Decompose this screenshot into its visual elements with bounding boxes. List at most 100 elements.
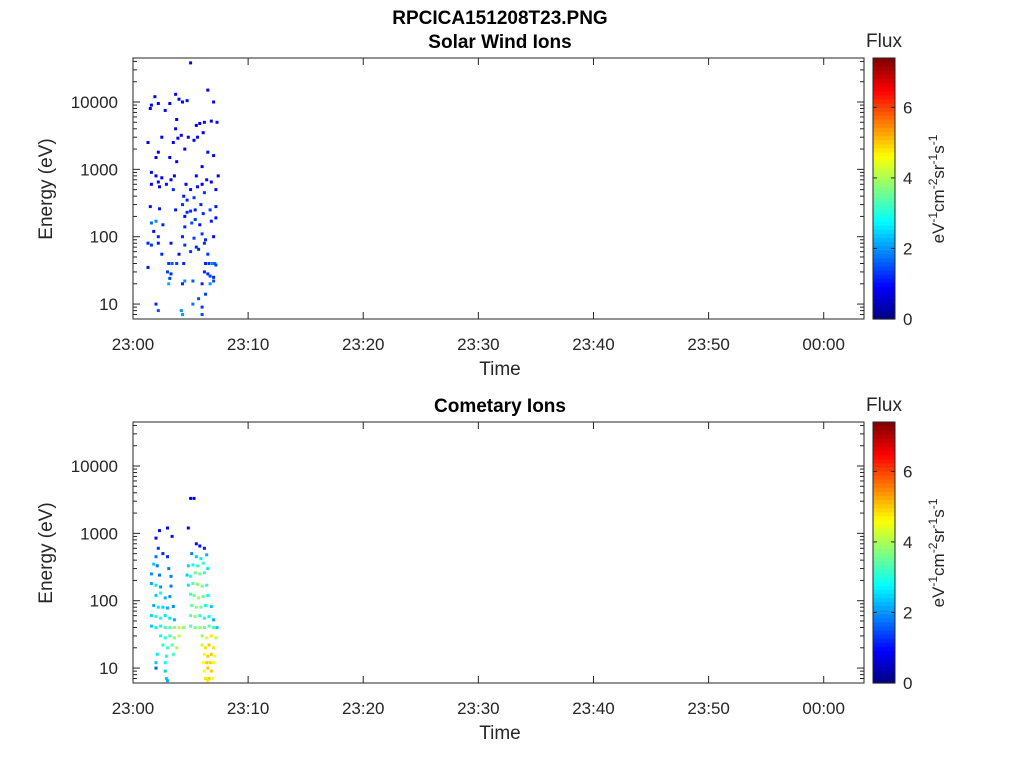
spectrogram-cell [198, 223, 202, 227]
spectrogram-cell [168, 102, 172, 105]
colorbar-swatch [873, 634, 895, 639]
figure-title: RPCICA151208T23.PNG [392, 8, 607, 29]
colorbar-swatch [873, 86, 895, 92]
spectrogram-cell [168, 626, 172, 629]
spectrogram-cell [189, 592, 193, 596]
spectrogram-cell [214, 205, 218, 209]
colorbar-swatch [873, 66, 895, 71]
colorbar-swatch [873, 462, 895, 468]
spectrogram-cell [168, 634, 172, 638]
spectrogram-cell [161, 605, 165, 609]
colorbar-swatch [873, 532, 895, 537]
spectrogram-cell [194, 605, 198, 609]
colorbar-swatch [873, 82, 895, 88]
colorbar-swatch [873, 426, 895, 431]
spectrogram-cell [149, 624, 153, 628]
colorbar-tick-label: 4 [903, 169, 912, 188]
solar-wind-x-axis-label: Time [479, 359, 521, 380]
colorbar-swatch [873, 172, 895, 177]
spectrogram-cell [199, 557, 203, 561]
spectrogram-cell [159, 591, 163, 595]
spectrogram-cell [209, 219, 213, 223]
colorbar-swatch [873, 270, 895, 275]
spectrogram-cell [191, 582, 195, 585]
colorbar-swatch [873, 576, 895, 582]
colorbar-swatch [873, 466, 895, 472]
solar-wind-ions-panel: Solar Wind Ions 23:00 23:10 23:20 23:30 23:4… [36, 31, 948, 380]
colorbar-swatch [873, 621, 895, 627]
colorbar-swatch [873, 638, 895, 643]
colorbar-swatch [873, 540, 895, 545]
cometary-y-axis-label: Energy (eV) [36, 502, 57, 603]
colorbar-swatch [873, 192, 895, 198]
colorbar-tick-label: 6 [903, 98, 912, 117]
spectrogram-cell [191, 279, 195, 283]
spectrogram-cell [149, 103, 153, 107]
spectrogram-cell [171, 605, 175, 608]
colorbar-swatch [873, 241, 895, 247]
spectrogram-cell [212, 275, 216, 279]
colorbar-swatch [873, 499, 895, 505]
spectrogram-cell [206, 679, 210, 683]
spectrogram-cell [149, 572, 153, 576]
colorbar-swatch [873, 450, 895, 456]
spectrogram-cell [181, 235, 184, 239]
spectrogram-cell [186, 564, 190, 568]
spectrogram-cell [196, 582, 199, 586]
spectrogram-cell [189, 496, 193, 500]
spectrogram-cell [170, 534, 174, 538]
spectrogram-cell [154, 174, 158, 178]
spectrogram-cell [154, 219, 158, 223]
spectrogram-cell [214, 216, 218, 220]
spectrogram-cell [201, 661, 205, 665]
colorbar-swatch [873, 601, 895, 607]
spectrogram-cell [200, 182, 204, 186]
x-tick-label: 00:00 [802, 699, 845, 718]
spectrogram-cell [177, 626, 181, 629]
spectrogram-cell [168, 156, 172, 159]
x-tick-label: 23:10 [227, 335, 270, 354]
cometary-colorbar: 0 2 4 6 [872, 421, 912, 693]
spectrogram-cell [199, 605, 203, 609]
colorbar-swatch [873, 674, 895, 680]
colorbar-swatch [873, 261, 895, 267]
spectrogram-cell [186, 526, 190, 530]
spectrogram-cell [209, 605, 213, 608]
spectrogram-cell [205, 583, 209, 587]
y-tick-label: 10 [99, 659, 118, 678]
spectrogram-cell [191, 563, 195, 567]
colorbar-swatch [873, 442, 895, 448]
solar-wind-title: Solar Wind Ions [428, 32, 571, 53]
spectrogram-cell [156, 309, 160, 313]
colorbar-swatch [873, 306, 895, 312]
colorbar-swatch [873, 491, 895, 497]
spectrogram-cell [169, 584, 173, 588]
spectrogram-cell [189, 624, 193, 628]
spectrogram-cell [212, 618, 216, 622]
spectrogram-cell [184, 182, 188, 186]
colorbar-swatch [873, 629, 895, 635]
colorbar-swatch [873, 589, 895, 594]
spectrogram-cell [167, 282, 171, 286]
spectrogram-cell [181, 313, 184, 316]
spectrogram-cell [183, 214, 187, 218]
spectrogram-cell [146, 241, 150, 245]
spectrogram-cell [160, 176, 164, 180]
spectrogram-cell [175, 160, 179, 164]
x-tick-label: 23:40 [572, 699, 615, 718]
spectrogram-cell [214, 188, 218, 192]
colorbar-swatch [873, 572, 895, 578]
spectrogram-cell [171, 652, 175, 656]
spectrogram-cell [210, 262, 214, 265]
spectrogram-cell [168, 595, 172, 599]
colorbar-swatch [873, 475, 895, 480]
colorbar-swatch [873, 155, 895, 161]
spectrogram-cell [198, 626, 202, 629]
spectrogram-cell [171, 188, 175, 192]
spectrogram-cell [185, 198, 189, 202]
spectrogram-cell [182, 194, 186, 198]
spectrogram-cell [201, 212, 205, 216]
colorbar-swatch [873, 678, 895, 684]
spectrogram-cell [164, 677, 168, 680]
spectrogram-cell [212, 626, 216, 629]
